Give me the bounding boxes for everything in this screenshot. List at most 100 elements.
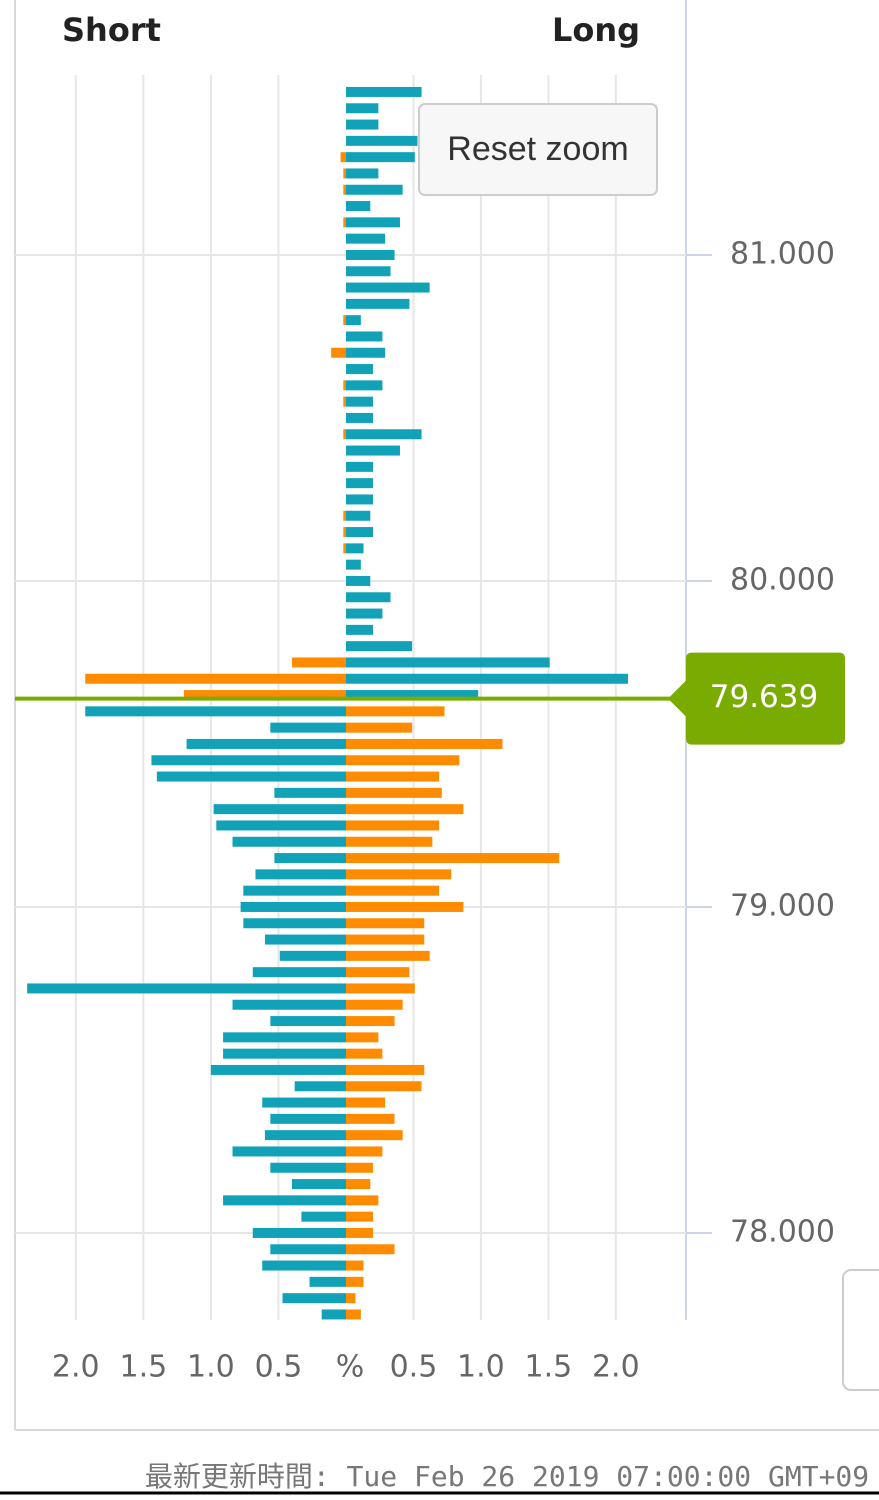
bar — [346, 575, 371, 586]
bar — [262, 1097, 346, 1108]
bar — [240, 901, 346, 912]
footer: 最新更新時間: Tue Feb 26 2019 07:00:00 GMT+09 — [145, 1460, 869, 1493]
reset-zoom-label[interactable]: Reset zoom — [447, 130, 628, 168]
bar — [346, 820, 440, 831]
bar — [183, 690, 346, 701]
bar — [346, 771, 440, 782]
bar — [343, 168, 346, 179]
bar — [346, 901, 464, 912]
bar — [151, 755, 346, 766]
short-header: Short — [62, 11, 161, 49]
bar — [346, 135, 418, 146]
bar — [274, 853, 346, 864]
bar — [243, 885, 346, 896]
bar — [346, 836, 433, 847]
bar — [156, 771, 346, 782]
x-tick-label: 2.0 — [52, 1350, 100, 1385]
bar — [279, 950, 346, 961]
bar — [343, 217, 346, 228]
bar — [346, 1309, 361, 1320]
bar — [223, 1048, 346, 1059]
bar — [243, 918, 346, 929]
bar — [223, 1032, 346, 1043]
bar — [210, 1064, 346, 1075]
bar — [346, 1244, 395, 1255]
bar — [232, 1146, 346, 1157]
bar — [346, 592, 391, 603]
bar — [346, 1179, 371, 1190]
bar — [346, 918, 425, 929]
y-tick-label: 79.000 — [730, 888, 835, 923]
bar — [346, 934, 425, 945]
bar — [346, 1227, 373, 1238]
bar — [346, 804, 464, 815]
bar — [346, 315, 361, 326]
bar — [346, 755, 460, 766]
bar — [346, 738, 503, 749]
bar — [346, 1081, 422, 1092]
bar — [343, 184, 346, 195]
bar — [346, 86, 422, 97]
bar — [252, 1227, 346, 1238]
bar — [346, 119, 379, 130]
bar — [346, 331, 383, 342]
bar — [346, 527, 373, 538]
reset-zoom-button[interactable] — [418, 103, 658, 196]
bar — [346, 1293, 356, 1304]
bar — [346, 1113, 395, 1124]
bar — [346, 690, 479, 701]
bar — [343, 543, 346, 554]
bar — [346, 983, 415, 994]
bar — [346, 1162, 373, 1173]
bar — [186, 738, 346, 749]
bar — [270, 1016, 346, 1027]
bar — [346, 641, 413, 652]
side-button[interactable] — [842, 1269, 879, 1391]
bar — [346, 657, 550, 668]
bar — [346, 217, 400, 228]
bar — [346, 608, 383, 619]
bar — [346, 478, 373, 489]
bar — [346, 885, 440, 896]
x-tick-label: 1.5 — [525, 1350, 573, 1385]
bar — [346, 168, 379, 179]
bar — [346, 461, 373, 472]
bar — [343, 380, 346, 391]
bar — [309, 1276, 346, 1287]
bar — [274, 787, 346, 798]
bar — [346, 412, 373, 423]
bar — [232, 836, 346, 847]
x-tick-label: 0.5 — [390, 1350, 438, 1385]
bar — [346, 1276, 364, 1287]
bar — [282, 1293, 346, 1304]
y-tick-label: 81.000 — [730, 236, 835, 271]
bar — [346, 1130, 403, 1141]
price-label: 79.639 — [710, 679, 818, 715]
bar — [346, 673, 628, 684]
bar — [346, 445, 400, 456]
bar — [343, 527, 346, 538]
bar — [346, 298, 410, 309]
y-tick-label: 78.000 — [730, 1214, 835, 1249]
bar — [343, 396, 346, 407]
bar — [346, 1097, 386, 1108]
x-tick-label: 0.5 — [255, 1350, 303, 1385]
bar — [346, 510, 371, 521]
bar — [255, 869, 346, 880]
bar — [346, 249, 395, 260]
bar — [346, 869, 452, 880]
bar — [294, 1081, 346, 1092]
bar — [270, 1162, 346, 1173]
bar — [343, 429, 346, 440]
bar — [223, 1195, 346, 1206]
bar — [264, 1130, 346, 1141]
bar — [346, 494, 373, 505]
x-tick-label: 2.0 — [592, 1350, 640, 1385]
bar — [262, 1260, 346, 1271]
bar — [346, 722, 413, 733]
bar — [346, 1211, 373, 1222]
bar — [346, 233, 386, 244]
bar — [346, 396, 373, 407]
x-center-label: % — [336, 1350, 365, 1385]
